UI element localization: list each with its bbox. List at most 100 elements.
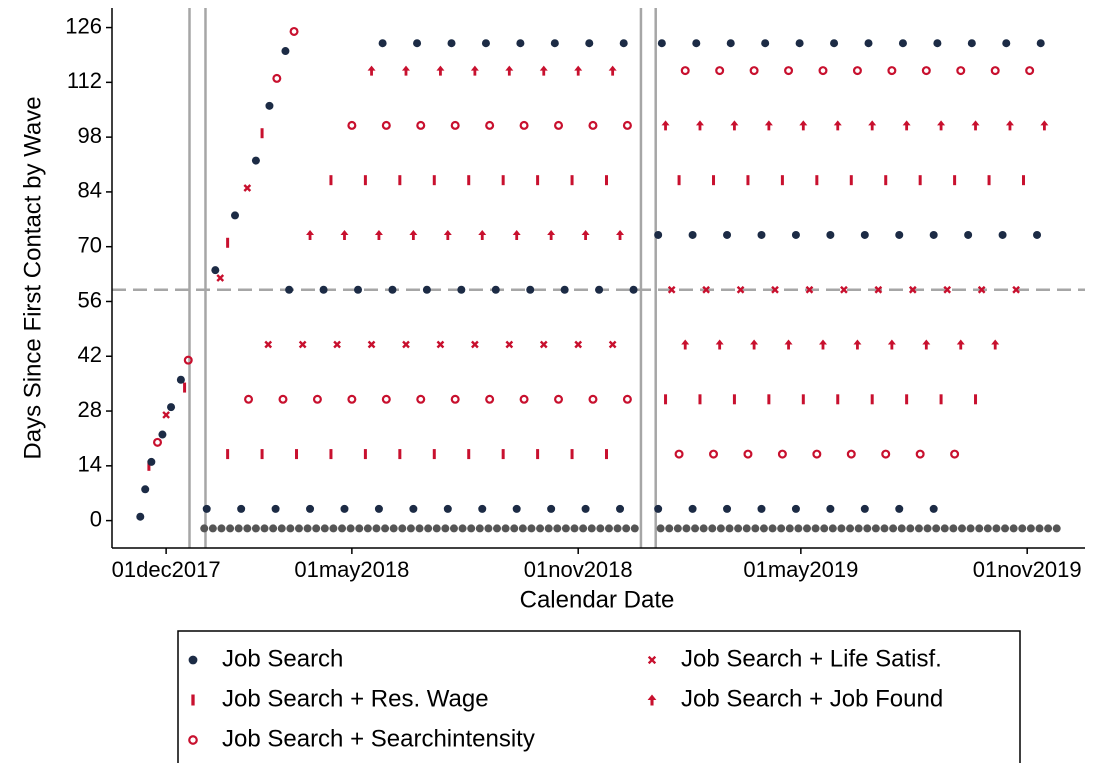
data-point [596,524,605,533]
data-point [1044,524,1053,533]
data-point [695,120,704,131]
data-point [967,39,976,48]
data-point [458,524,467,533]
data-point [141,485,150,494]
data-point [147,457,156,466]
y-tick-label: 42 [78,342,102,367]
data-point [340,229,349,240]
data-point [887,66,897,76]
data-point [243,184,252,192]
data-point [780,175,784,186]
legend-marker [188,655,198,665]
data-point [338,524,347,533]
data-point [656,524,665,533]
data-point [932,524,941,533]
y-tick-label: 56 [78,287,102,312]
data-point [746,175,750,186]
data-point [657,39,666,48]
data-point [457,285,466,294]
data-point [921,66,931,76]
data-point [436,65,445,76]
data-point [622,120,632,130]
data-point [953,175,957,186]
data-point [725,524,734,533]
data-point [570,524,579,533]
data-point [1005,120,1014,131]
data-point [202,504,211,513]
data-point [217,524,226,533]
data-point [398,175,402,186]
data-point [750,339,759,350]
data-point [768,524,777,533]
data-point [381,394,391,404]
data-point [443,504,452,513]
x-tick-label: 01may2019 [743,557,858,582]
data-point [923,524,932,533]
data-point [836,394,840,405]
data-point [200,524,209,533]
data-point [971,120,980,131]
data-point [667,285,676,294]
data-point [1002,39,1011,48]
data-point [987,175,991,186]
data-point [289,26,299,36]
data-point [574,340,583,349]
data-point [608,340,617,349]
legend-label: Job Search + Job Found [681,685,943,712]
data-point [977,285,986,294]
data-point [416,394,426,404]
data-point [616,229,625,240]
data-point [887,339,896,350]
data-point [340,504,349,513]
data-point [914,524,923,533]
data-point [708,524,717,533]
data-point [286,524,295,533]
data-point [784,66,794,76]
legend-marker [188,735,198,745]
data-point [526,285,535,294]
data-point [413,39,422,48]
data-point [852,66,862,76]
data-point [777,449,787,459]
data-point [381,524,390,533]
data-point [409,229,418,240]
data-point [416,120,426,130]
data-point [1040,120,1049,131]
data-point [680,66,690,76]
x-tick-label: 01nov2019 [973,557,1082,582]
data-point [940,524,949,533]
data-point [799,120,808,131]
data-point [863,524,872,533]
data-point [871,524,880,533]
data-point [536,449,540,460]
data-point [604,449,608,460]
data-point [759,524,768,533]
data-point [801,394,805,405]
data-point [604,524,613,533]
data-point [1052,524,1061,533]
data-point [820,524,829,533]
data-point [378,39,387,48]
data-point [895,504,904,513]
data-point [992,524,1001,533]
data-point [518,524,527,533]
legend-label: Job Search + Searchintensity [222,725,535,752]
data-point [471,340,479,349]
data-point [709,449,719,459]
data-point [388,285,397,294]
data-point [432,524,441,533]
data-point [136,512,145,521]
data-point [570,449,574,460]
data-point [158,430,167,439]
y-axis-label: Days Since First Contact by Wave [19,96,46,459]
data-point [162,411,170,419]
data-point [478,504,487,513]
data-point [176,375,185,384]
data-point [757,504,766,513]
data-point [929,230,938,239]
data-point [153,437,163,447]
data-point [854,524,863,533]
data-point [616,504,625,513]
data-point [355,524,364,533]
data-point [884,175,888,186]
